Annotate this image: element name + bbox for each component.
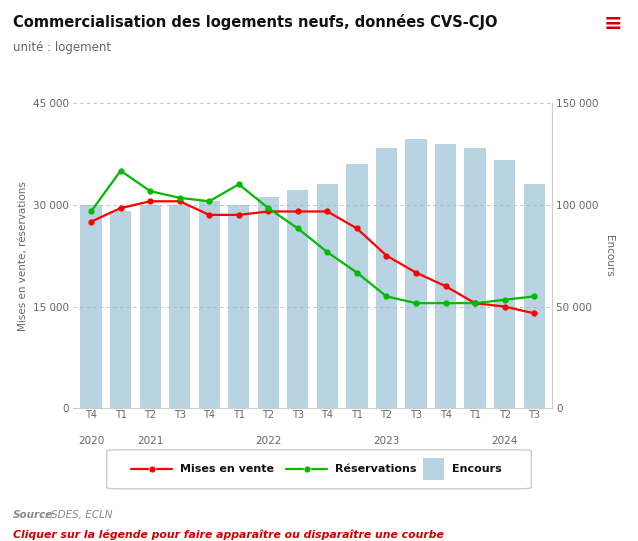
Y-axis label: Encours: Encours [604,235,614,276]
Bar [405,140,427,408]
Bar [464,148,486,408]
Text: unité : logement: unité : logement [13,41,111,54]
Bar [80,204,101,408]
Bar [110,211,131,408]
Text: ≡: ≡ [604,14,622,34]
FancyBboxPatch shape [107,450,531,489]
Text: 2020: 2020 [78,436,104,446]
Text: Réservations: Réservations [336,464,417,474]
Bar [524,184,545,408]
Text: 2022: 2022 [255,436,281,446]
Bar [258,196,279,408]
Text: Encours: Encours [452,464,501,474]
Bar [346,164,367,408]
Bar [435,143,456,408]
Text: Cliquer sur la légende pour faire apparaître ou disparaître une courbe: Cliquer sur la légende pour faire appara… [13,529,443,539]
Bar [376,148,397,408]
Bar [316,184,338,408]
Text: Source: Source [13,510,53,520]
Text: Mises en vente: Mises en vente [180,464,274,474]
Text: Commercialisation des logements neufs, données CVS-CJO: Commercialisation des logements neufs, d… [13,14,497,30]
Bar [228,204,249,408]
Bar [140,204,161,408]
Bar [494,160,516,408]
Text: 2021: 2021 [137,436,163,446]
Bar [287,190,309,408]
Bar [198,201,220,408]
Text: : SDES, ECLN: : SDES, ECLN [41,510,113,520]
Bar [423,458,443,480]
Text: 2023: 2023 [373,436,399,446]
Bar [169,204,190,408]
Y-axis label: Mises en vente, réservations: Mises en vente, réservations [18,181,27,331]
Text: 2024: 2024 [491,436,518,446]
